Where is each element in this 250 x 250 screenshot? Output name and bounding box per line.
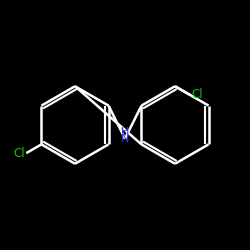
Text: Cl: Cl xyxy=(14,146,25,160)
Text: N: N xyxy=(121,134,129,144)
Text: H: H xyxy=(121,127,129,137)
Text: Cl: Cl xyxy=(192,88,203,102)
